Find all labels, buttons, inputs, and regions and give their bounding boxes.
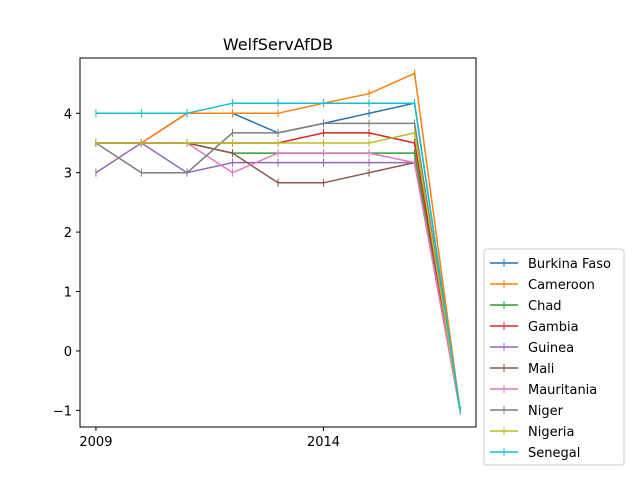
legend-frame [483,248,625,466]
legend-label: Chad [528,299,562,314]
axes-frame [79,57,477,428]
legend-label: Senegal [528,446,580,461]
legend-entry: Mali [490,362,554,377]
legend-entry: Niger [490,404,564,419]
legend-label: Guinea [528,341,574,356]
x-tick-label: 2009 [79,435,112,450]
legend-label: Nigeria [528,425,575,440]
legend-entry: Senegal [490,446,580,461]
legend-entry: Burkina Faso [490,257,611,272]
legend: Burkina Faso Cameroon Chad Gambia Guinea Mali… [483,248,625,466]
legend-entry: Nigeria [490,425,575,440]
legend-entry: Guinea [490,341,574,356]
plot-area: −1 0 1 2 3 4 2009 2014 [53,57,477,450]
legend-label: Mali [528,362,554,377]
legend-label: Mauritania [528,383,597,398]
legend-label: Gambia [528,320,579,335]
y-tick-label: 2 [64,226,72,241]
y-tick-label: 4 [64,107,72,122]
legend-entry: Chad [490,299,562,314]
legend-entry: Gambia [490,320,579,335]
legend-label: Burkina Faso [528,257,611,272]
y-tick-label: 1 [64,286,72,301]
legend-label: Niger [528,404,564,419]
legend-label: Cameroon [528,278,595,293]
series-senegal [95,99,461,415]
y-tick-label: 3 [64,167,72,182]
y-tick-label: −1 [53,404,72,419]
y-tick-label: 0 [64,345,72,360]
chart-title: WelfServAfDB [223,35,333,54]
x-tick-label: 2014 [307,435,340,450]
legend-entry: Mauritania [490,383,597,398]
legend-entry: Cameroon [490,278,595,293]
